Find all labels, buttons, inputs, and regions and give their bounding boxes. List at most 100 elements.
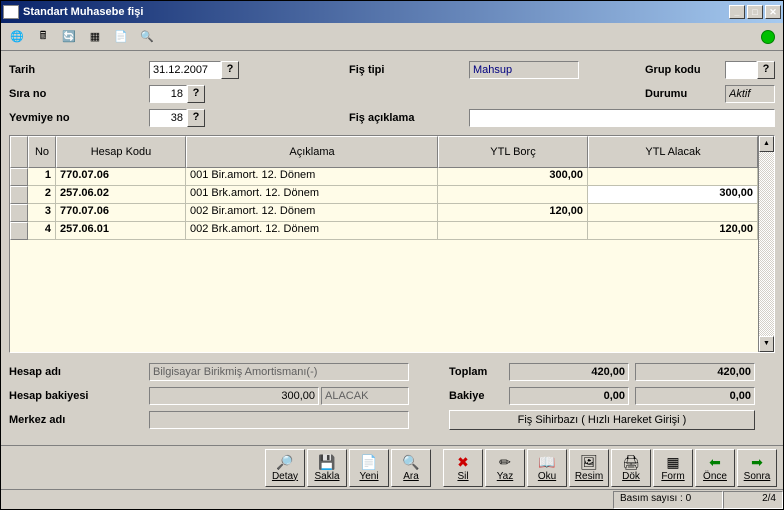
fis-aciklama-label: Fiş açıklama [349,112,469,124]
yevmiye-help-button[interactable]: ? [187,109,205,127]
scroll-up-button[interactable]: ▲ [759,136,774,152]
toplam-label: Toplam [449,366,509,378]
tool-doc-icon[interactable]: 📄 [109,26,133,48]
sakla-button[interactable]: 💾Sakla [307,449,347,487]
grid-header: No Hesap Kodu Açıklama YTL Borç YTL Alac… [10,136,758,168]
table-row[interactable]: 4257.06.01002 Brk.amort. 12. Dönem120,00 [10,222,758,240]
cell-alacak [588,204,758,222]
vertical-scrollbar[interactable]: ▲ ▼ [758,136,774,352]
scroll-track[interactable] [759,152,774,336]
row-selector[interactable] [10,204,28,222]
cell-borc [438,222,588,240]
detay-button[interactable]: 🔎Detay [265,449,305,487]
merkez-adi-label: Merkez adı [9,414,149,426]
window: Standart Muhasebe fişi _ □ ✕ 🌐 🖩 🔄 ▦ 📄 🔍… [0,0,784,510]
table-row[interactable]: 3770.07.06002 Bir.amort. 12. Dönem120,00 [10,204,758,222]
col-aciklama[interactable]: Açıklama [186,136,438,168]
once-button[interactable]: ⬅Önce [695,449,735,487]
hesap-bakiyesi-input [149,387,319,405]
tarih-help-button[interactable]: ? [221,61,239,79]
yevmiye-input[interactable] [149,109,187,127]
cell-hesap: 257.06.02 [56,186,186,204]
durumu-input [725,85,775,103]
yaz-button[interactable]: ✏Yaz [485,449,525,487]
cell-alacak: 300,00 [588,186,758,204]
tarih-label: Tarih [9,64,149,76]
status-basim: Basım sayısı : 0 [613,491,723,509]
tool-refresh-icon[interactable]: 🔄 [57,26,81,48]
status-page: 2/4 [723,491,783,509]
table-row[interactable]: 1770.07.06001 Bir.amort. 12. Dönem300,00 [10,168,758,186]
close-button[interactable]: ✕ [765,5,781,19]
col-selector[interactable] [10,136,28,168]
top-toolbar: 🌐 🖩 🔄 ▦ 📄 🔍 [1,23,783,51]
statusbar: Basım sayısı : 0 2/4 [1,489,783,509]
bakiye-label: Bakiye [449,390,509,402]
ara-button[interactable]: 🔍Ara [391,449,431,487]
maximize-button[interactable]: □ [747,5,763,19]
search-icon: 🔎 [276,454,293,470]
col-hesap[interactable]: Hesap Kodu [56,136,186,168]
col-no[interactable]: No [28,136,56,168]
grup-kodu-input[interactable] [725,61,757,79]
oku-button[interactable]: 📖Oku [527,449,567,487]
print-icon: 🖨 [622,454,640,470]
cell-aciklama: 001 Brk.amort. 12. Dönem [186,186,438,204]
scroll-down-button[interactable]: ▼ [759,336,774,352]
wizard-button[interactable]: Fiş Sihirbazı ( Hızlı Hareket Girişi ) [449,410,755,430]
content-area: Tarih ? Fiş tipi Grup kodu ? Sıra no ? D… [1,51,783,445]
cell-no: 4 [28,222,56,240]
grid: No Hesap Kodu Açıklama YTL Borç YTL Alac… [9,135,775,353]
cell-no: 3 [28,204,56,222]
tool-globe-icon[interactable]: 🌐 [5,26,29,48]
cell-no: 2 [28,186,56,204]
sonra-button[interactable]: ➡Sonra [737,449,777,487]
grid-body[interactable]: 1770.07.06001 Bir.amort. 12. Dönem300,00… [10,168,758,352]
row-selector[interactable] [10,186,28,204]
cell-hesap: 770.07.06 [56,168,186,186]
merkez-adi-input [149,411,409,429]
sira-help-button[interactable]: ? [187,85,205,103]
col-borc[interactable]: YTL Borç [438,136,588,168]
tool-view-icon[interactable]: 🔍 [135,26,159,48]
cell-no: 1 [28,168,56,186]
hesap-adi-input [149,363,409,381]
save-icon: 💾 [318,454,335,470]
row-selector[interactable] [10,222,28,240]
tarih-input[interactable] [149,61,221,79]
toplam-borc [509,363,629,381]
minimize-button[interactable]: _ [729,5,745,19]
titlebar: Standart Muhasebe fişi _ □ ✕ [1,1,783,23]
next-icon: ➡ [751,454,763,470]
delete-icon: ✖ [457,454,469,470]
resim-button[interactable]: 🖼Resim [569,449,609,487]
form-button[interactable]: ▦Form [653,449,693,487]
write-icon: ✏ [499,454,511,470]
tool-excel-icon[interactable]: ▦ [83,26,107,48]
hesap-adi-label: Hesap adı [9,366,149,378]
table-row[interactable]: 2257.06.02001 Brk.amort. 12. Dönem 300,00 [10,186,758,204]
prev-icon: ⬅ [709,454,721,470]
yeni-button[interactable]: 📄Yeni [349,449,389,487]
cell-hesap: 257.06.01 [56,222,186,240]
find-icon: 🔍 [402,454,419,470]
hesap-bakiyesi-label: Hesap bakiyesi [9,390,149,402]
yevmiye-label: Yevmiye no [9,112,149,124]
form-icon: ▦ [666,454,679,470]
cell-borc: 120,00 [438,204,588,222]
hesap-bakiyesi-side [321,387,409,405]
footer-form: Hesap adı Toplam Hesap bakiyesi Bakiye M… [9,357,775,437]
app-icon [3,5,19,19]
grup-kodu-label: Grup kodu [645,64,725,76]
grup-kodu-help-button[interactable]: ? [757,61,775,79]
sira-input[interactable] [149,85,187,103]
fis-aciklama-input[interactable] [469,109,775,127]
cell-alacak: 120,00 [588,222,758,240]
col-alacak[interactable]: YTL Alacak [588,136,758,168]
row-selector[interactable] [10,168,28,186]
dok-button[interactable]: 🖨Dök [611,449,651,487]
image-icon: 🖼 [580,454,598,470]
tool-calc-icon[interactable]: 🖩 [31,26,55,48]
sil-button[interactable]: ✖Sil [443,449,483,487]
sira-label: Sıra no [9,88,149,100]
